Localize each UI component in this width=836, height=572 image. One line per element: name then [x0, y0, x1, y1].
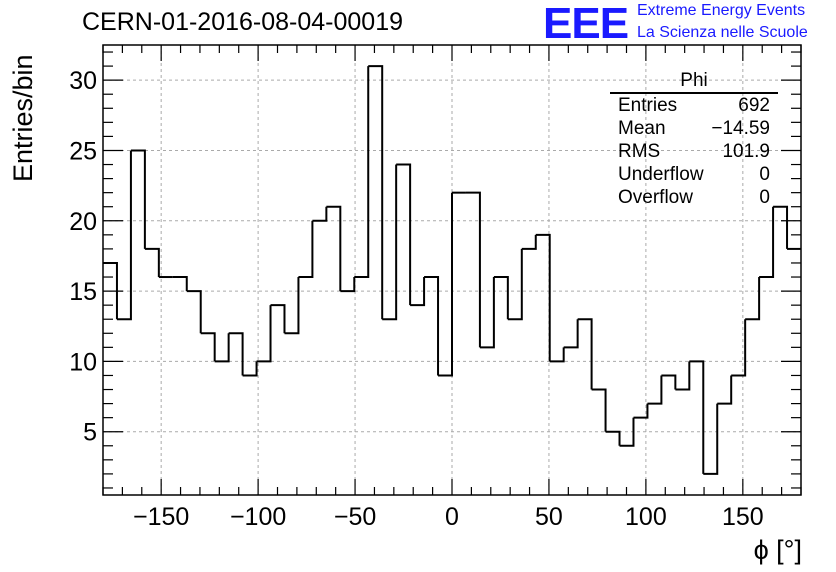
histogram-bin [116, 150, 132, 321]
stats-value: −14.59 [711, 118, 770, 139]
y-tick-label: 30 [69, 67, 97, 95]
histogram-bin [172, 276, 188, 292]
histogram-bin [298, 220, 314, 279]
stats-value: 692 [738, 95, 770, 116]
stats-label: Underflow [618, 164, 704, 185]
histogram-bin [563, 319, 579, 349]
stats-value: 0 [759, 164, 770, 185]
histogram-bin [326, 205, 342, 292]
histogram-bin [773, 205, 789, 249]
histogram-bin [130, 149, 146, 249]
histogram-bin [186, 290, 202, 334]
y-tick-label: 15 [69, 278, 97, 306]
x-tick-labels: −150 −100 −50 0 50 100 150 [133, 503, 764, 531]
histogram-bin [228, 332, 244, 376]
histogram-bin [144, 247, 160, 278]
stats-value: 0 [759, 187, 770, 208]
histogram-bin [605, 430, 621, 446]
logo-caption-line1: Extreme Energy Events [637, 2, 806, 19]
stats-row-overflow: Overflow 0 [610, 186, 778, 209]
histogram-bin [591, 388, 607, 432]
histogram-bin [689, 360, 705, 474]
stats-label: Entries [618, 95, 678, 116]
y-tick-label: 10 [69, 348, 97, 376]
histogram-bin [354, 66, 370, 279]
histogram-bin [382, 164, 398, 321]
y-tick-label: 25 [69, 137, 97, 165]
stats-label: Overflow [618, 187, 693, 208]
x-tick-label: −100 [230, 503, 286, 531]
stats-value: 101.9 [722, 141, 770, 162]
stats-row-entries: Entries 692 [610, 94, 778, 117]
histogram-bin [214, 333, 230, 363]
histogram-bin [633, 403, 649, 419]
histogram-bin [619, 417, 635, 447]
stats-box-title: Phi [610, 70, 778, 94]
histogram-bin [270, 304, 286, 334]
histogram-series [103, 65, 801, 475]
stats-row-mean: Mean −14.59 [610, 117, 778, 140]
histogram-bin [549, 347, 565, 363]
histogram-bin [717, 375, 733, 405]
histogram-bin [242, 361, 258, 377]
chart-title: CERN-01-2016-08-04-00019 [82, 8, 404, 36]
histogram-bin [647, 375, 663, 405]
histogram-bin [256, 305, 272, 363]
histogram-bin [465, 191, 481, 348]
stats-box: Phi Entries 692 Mean −14.59 RMS 101.9 Un… [610, 70, 778, 209]
histogram-bin [312, 206, 328, 222]
histogram-bin [521, 234, 537, 250]
histogram-bin [661, 374, 677, 390]
x-tick-label: −150 [133, 503, 189, 531]
x-tick-label: 0 [445, 503, 459, 531]
y-tick-label: 20 [69, 208, 97, 236]
histogram-bin [759, 206, 775, 279]
histogram-bin [493, 276, 509, 320]
y-tick-label: 5 [83, 419, 97, 447]
histogram-bin [507, 248, 523, 321]
histogram-bin [577, 318, 593, 390]
x-tick-label: 50 [535, 503, 563, 531]
histogram-bin [200, 332, 216, 362]
stats-row-rms: RMS 101.9 [610, 140, 778, 163]
histogram-bin [284, 277, 300, 335]
logo-caption-line2: La Scienza nelle Scuole [637, 24, 808, 41]
y-tick-labels: 5 10 15 20 25 30 [69, 67, 97, 447]
histogram-bin [410, 277, 426, 307]
x-axis-label: ϕ [°] [753, 535, 802, 565]
x-tick-label: −50 [334, 503, 376, 531]
stats-label: Mean [618, 118, 666, 139]
x-tick-label: 150 [722, 503, 764, 531]
histogram-bin [535, 233, 551, 362]
y-axis-label: Entries/bin [8, 54, 38, 182]
histogram-bin [103, 261, 118, 320]
stats-label: RMS [618, 141, 661, 162]
histogram-bin [703, 403, 719, 475]
stats-row-underflow: Underflow 0 [610, 163, 778, 186]
histogram-bin [368, 65, 384, 320]
eee-logo: EEE [543, 0, 629, 48]
histogram-bin [424, 276, 440, 376]
histogram-bin [438, 192, 453, 377]
histogram-bin [675, 361, 691, 391]
histogram-bin [340, 277, 356, 293]
histogram-bin [745, 277, 761, 321]
y-axis-label-wrap: Entries/bin [8, 54, 38, 192]
histogram-bin [396, 163, 412, 306]
histogram-bin [479, 277, 495, 349]
histogram-bin [731, 319, 747, 377]
x-tick-label: 100 [625, 503, 667, 531]
